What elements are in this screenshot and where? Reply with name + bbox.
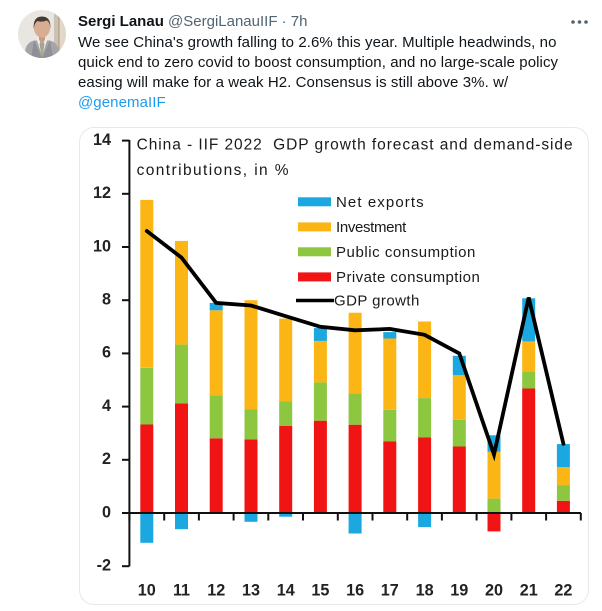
svg-text:2: 2 (102, 450, 111, 468)
svg-text:20: 20 (485, 582, 503, 600)
svg-text:China - IIF 2022 GDP growth f: China - IIF 2022 GDP growth forecast and… (137, 136, 573, 153)
svg-text:Private consumption: Private consumption (336, 269, 480, 286)
svg-text:14: 14 (277, 582, 295, 600)
svg-text:13: 13 (242, 582, 260, 600)
svg-text:Investment: Investment (336, 219, 407, 236)
svg-text:15: 15 (311, 582, 329, 600)
svg-text:14: 14 (93, 131, 111, 149)
svg-text:18: 18 (416, 582, 434, 600)
svg-text:17: 17 (381, 582, 399, 600)
svg-text:10: 10 (93, 237, 111, 255)
svg-text:16: 16 (346, 582, 364, 600)
svg-text:Net exports: Net exports (336, 194, 424, 211)
svg-text:22: 22 (554, 582, 572, 600)
svg-text:GDP growth: GDP growth (334, 293, 419, 310)
svg-text:12: 12 (93, 184, 111, 202)
svg-text:Public consumption: Public consumption (336, 244, 475, 261)
svg-text:6: 6 (102, 344, 111, 362)
svg-text:-2: -2 (97, 557, 111, 575)
svg-text:12: 12 (207, 582, 225, 600)
svg-text:10: 10 (138, 582, 156, 600)
svg-text:11: 11 (173, 582, 190, 600)
svg-text:contributions, in %: contributions, in % (137, 162, 289, 179)
svg-text:4: 4 (102, 397, 111, 415)
svg-text:0: 0 (102, 503, 111, 521)
svg-text:8: 8 (102, 291, 111, 309)
svg-text:19: 19 (450, 582, 468, 600)
svg-text:21: 21 (520, 582, 538, 600)
